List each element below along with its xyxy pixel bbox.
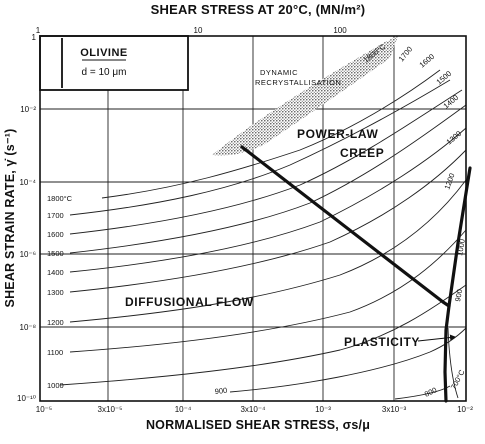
x-tick-labels: 10⁻⁵ 3x10⁻⁵ 10⁻⁴ 3x10⁻⁴ 10⁻³ 3x10⁻³ 10⁻²: [36, 405, 473, 414]
x-tick-label: 10⁻³: [315, 405, 331, 414]
legend-material: OLIVINE: [80, 47, 128, 59]
contour-label: 1500: [47, 249, 64, 258]
region-label-dynamic: DYNAMIC: [260, 68, 298, 77]
contour-label: 1200: [47, 318, 64, 327]
region-label-power-law: POWER-LAW: [297, 127, 378, 141]
plot-frame: [39, 35, 467, 402]
x-tick-label: 10⁻⁵: [36, 405, 52, 414]
contour-label: 900: [453, 288, 464, 302]
top-tick-label: 1: [36, 26, 41, 35]
region-label-plasticity: PLASTICITY: [344, 335, 420, 349]
region-label-recrystallisation: RECRYSTALLISATION: [255, 78, 341, 87]
x-tick-label: 10⁻⁴: [175, 405, 192, 414]
contour-label: 1600: [418, 52, 437, 70]
isotherm-contours: [59, 69, 467, 400]
top-tick-label: 10: [194, 26, 203, 35]
contour-label: 1400: [442, 93, 461, 111]
y-tick-label: 10⁻²: [20, 105, 36, 114]
recrystallisation-band: [212, 36, 398, 156]
x-tick-label: 10⁻²: [457, 405, 473, 414]
x-axis-title: NORMALISED SHEAR STRESS, σs/μ: [146, 418, 370, 432]
contour-label: 1000: [47, 381, 64, 390]
legend-grain-size: d = 10 μm: [82, 67, 127, 78]
y-axis-title: SHEAR STRAIN RATE, γ̇ (s⁻¹): [3, 129, 17, 308]
region-label-diffusional-flow: DIFFUSIONAL FLOW: [125, 295, 254, 309]
contour-label: 1200: [442, 172, 456, 191]
y-tick-labels: 1 10⁻² 10⁻⁴ 10⁻⁶ 10⁻⁸ 10⁻¹⁰: [17, 33, 37, 403]
left-contour-labels: 1800°C 1700 1600 1500 1400 1300 1200 110…: [47, 194, 73, 390]
x-tick-label: 3x10⁻⁵: [98, 405, 123, 414]
region-label-creep: CREEP: [340, 146, 384, 160]
y-tick-label: 10⁻¹⁰: [17, 394, 36, 403]
contour-label: 1800°C: [47, 194, 73, 203]
x-tick-label: 3x10⁻⁴: [240, 405, 266, 414]
contour-label: 800: [423, 385, 438, 398]
legend-box: [39, 35, 189, 91]
y-tick-label: 10⁻⁶: [20, 250, 36, 259]
contour-label: 1100: [47, 348, 63, 357]
contour-label: 1000: [455, 238, 467, 256]
contour-label: 1700: [47, 211, 64, 220]
contour-label: 1700: [397, 45, 415, 64]
field-boundary-plasticity: [443, 166, 472, 403]
plasticity-arrow: [417, 334, 456, 342]
x-tick-label: 3x10⁻³: [382, 405, 407, 414]
field-boundary-power-law-diffusional: [240, 145, 451, 308]
contour-label: 1600: [47, 230, 64, 239]
contour-label: 1300: [47, 288, 64, 297]
top-axis-title: SHEAR STRESS AT 20°C, (MN/m²): [151, 2, 366, 17]
y-tick-label: 10⁻⁸: [20, 323, 37, 332]
contour-label: 1400: [47, 268, 64, 277]
y-tick-label: 10⁻⁴: [19, 178, 36, 187]
top-tick-label: 100: [333, 26, 347, 35]
contour-label: 1300: [445, 129, 464, 147]
contour-label: 900: [214, 386, 227, 396]
y-tick-label: 1: [32, 33, 37, 42]
